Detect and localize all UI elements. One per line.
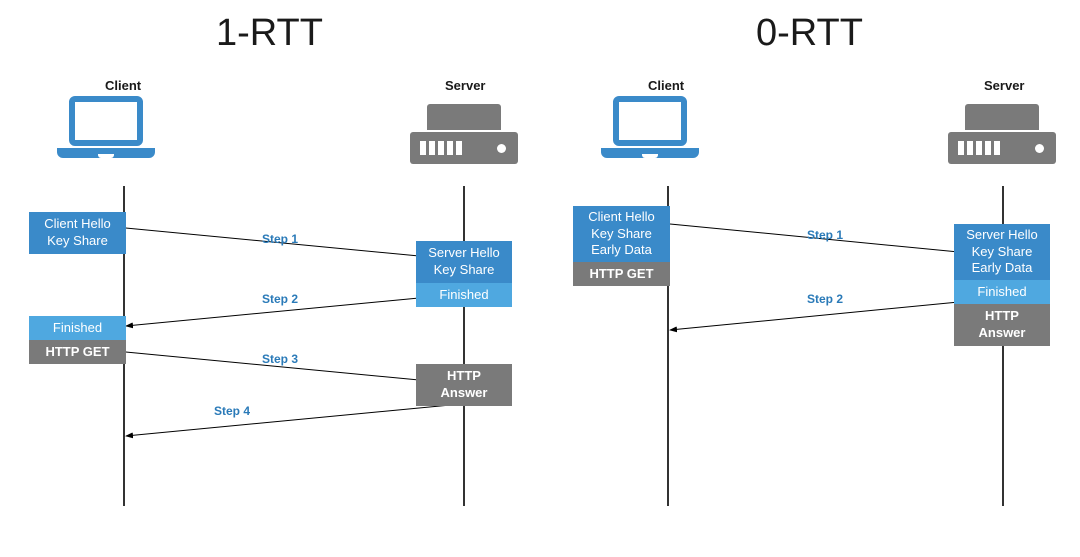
l-arrow-4 bbox=[126, 404, 461, 436]
label-client-right: Client bbox=[648, 78, 684, 93]
l-http-answer: HTTPAnswer bbox=[416, 364, 512, 406]
title-0rtt: 0-RTT bbox=[756, 12, 863, 55]
l-arrow-3-label: Step 3 bbox=[262, 352, 298, 366]
l-client-hello: Client HelloKey Share bbox=[29, 212, 126, 254]
label-server-left: Server bbox=[445, 78, 485, 93]
sequence-arrows bbox=[0, 0, 1080, 557]
r-client-hello: Client HelloKey ShareEarly Data bbox=[573, 206, 670, 262]
r-server-hello: Server HelloKey ShareEarly Data bbox=[954, 224, 1050, 280]
l-arrow-4-label: Step 4 bbox=[214, 404, 250, 418]
r-server-finished: Finished bbox=[954, 280, 1050, 304]
r-http-answer: HTTPAnswer bbox=[954, 304, 1050, 346]
label-client-left: Client bbox=[105, 78, 141, 93]
laptop-icon bbox=[600, 96, 700, 158]
server-icon bbox=[409, 104, 519, 164]
lifeline-server-left bbox=[463, 186, 465, 506]
r-arrow-1-label: Step 1 bbox=[807, 228, 843, 242]
laptop-icon bbox=[56, 96, 156, 158]
label-server-right: Server bbox=[984, 78, 1024, 93]
l-http-get: HTTP GET bbox=[29, 340, 126, 364]
l-server-finished: Finished bbox=[416, 283, 512, 307]
r-http-get: HTTP GET bbox=[573, 262, 670, 286]
l-client-finished: Finished bbox=[29, 316, 126, 340]
server-icon bbox=[947, 104, 1057, 164]
l-arrow-1-label: Step 1 bbox=[262, 232, 298, 246]
title-1rtt: 1-RTT bbox=[216, 12, 323, 55]
l-arrow-2-label: Step 2 bbox=[262, 292, 298, 306]
r-arrow-2-label: Step 2 bbox=[807, 292, 843, 306]
l-server-hello: Server HelloKey Share bbox=[416, 241, 512, 283]
